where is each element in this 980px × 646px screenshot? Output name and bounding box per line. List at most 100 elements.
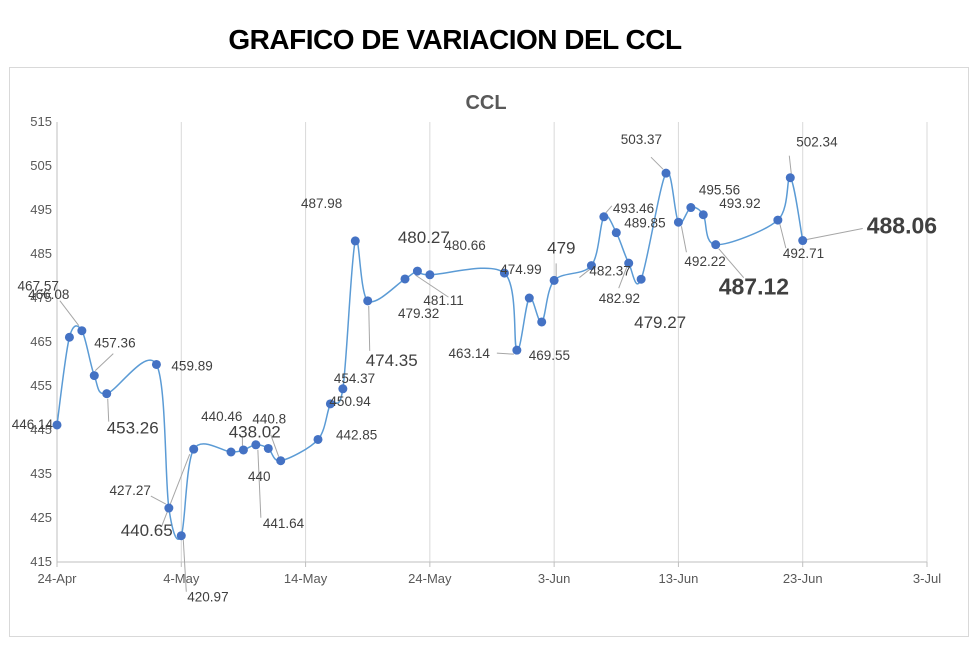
leader-line: [579, 269, 590, 278]
data-label: 492.71: [783, 246, 824, 261]
data-marker: [313, 434, 323, 444]
x-tick-label: 23-Jun: [783, 571, 823, 586]
y-tick-label: 505: [30, 158, 52, 173]
leader-line: [107, 398, 110, 422]
data-label: 463.14: [449, 346, 491, 361]
data-marker: [698, 210, 708, 220]
data-marker: [673, 217, 683, 227]
leader-line: [788, 155, 792, 174]
data-marker: [102, 389, 112, 399]
data-label: 469.55: [529, 348, 570, 363]
x-tick-label: 13-Jun: [659, 571, 699, 586]
data-marker: [624, 258, 634, 268]
page-title: GRAFICO DE VARIACION DEL CCL: [228, 24, 682, 55]
data-marker: [263, 443, 273, 453]
data-label: 479: [547, 238, 575, 257]
leader-line: [150, 495, 167, 505]
data-label: 474.99: [500, 262, 541, 277]
data-marker: [350, 236, 360, 246]
y-tick-label: 495: [30, 202, 52, 217]
data-marker: [785, 173, 795, 183]
data-marker: [636, 274, 646, 284]
leader-line: [270, 434, 280, 457]
data-label: 450.94: [329, 394, 371, 409]
leader-line: [257, 449, 262, 518]
y-tick-label: 445: [30, 422, 52, 437]
data-label: 495.56: [699, 183, 740, 198]
data-label: 492.22: [684, 254, 725, 269]
data-marker: [77, 326, 87, 336]
data-label: 442.85: [336, 427, 377, 442]
leader-line: [161, 453, 191, 527]
data-marker: [798, 236, 808, 246]
leader-line: [496, 352, 514, 355]
data-label: 459.89: [171, 358, 212, 373]
data-label: 487.98: [301, 196, 342, 211]
y-tick-label: 425: [30, 510, 52, 525]
data-label: 440.46: [201, 409, 242, 424]
axes: 415 425 435 445 455 465 475 485 495 505 515 24-Apr 4…: [30, 114, 941, 586]
data-label: 493.92: [719, 196, 760, 211]
data-label: 493.46: [613, 201, 654, 216]
data-label: 482.37: [589, 264, 630, 279]
label-leader-lines: [59, 155, 863, 592]
data-marker: [549, 275, 559, 285]
data-label: 480.66: [444, 238, 485, 253]
data-label: 482.92: [599, 291, 640, 306]
y-tick-label: 435: [30, 466, 52, 481]
data-marker: [276, 456, 286, 466]
leader-line: [779, 223, 787, 249]
data-marker: [661, 168, 671, 178]
data-label: 454.37: [334, 371, 375, 386]
data-label: 440: [248, 469, 271, 484]
leader-line: [806, 228, 863, 241]
data-label: 488.06: [867, 213, 937, 239]
data-marker: [686, 203, 696, 213]
data-marker: [338, 384, 348, 394]
x-tick-label: 4-May: [163, 571, 200, 586]
gridlines: [56, 122, 928, 562]
data-marker: [499, 268, 509, 278]
data-marker: [251, 440, 261, 450]
data-label: 438.02: [229, 423, 281, 442]
data-label: 440.65: [121, 521, 173, 540]
data-marker: [586, 261, 596, 271]
data-label: 487.12: [719, 274, 789, 300]
data-marker: [512, 345, 522, 355]
data-label: 481.11: [423, 293, 463, 308]
data-marker: [189, 444, 199, 454]
leader-line: [368, 305, 371, 351]
x-tick-label: 3-Jul: [913, 571, 941, 586]
leader-line: [182, 539, 187, 592]
leader-line: [415, 274, 449, 298]
data-marker: [164, 503, 174, 513]
leader-line: [718, 248, 745, 278]
data-label: 479.27: [634, 313, 686, 332]
data-markers: [52, 168, 808, 541]
data-marker: [412, 266, 422, 276]
y-tick-label: 485: [30, 246, 52, 261]
data-label: 467.57: [18, 279, 59, 294]
leader-line: [680, 226, 687, 253]
data-marker: [400, 274, 410, 284]
chart-title: CCL: [465, 92, 506, 114]
data-label: 489.85: [624, 216, 665, 231]
data-label: 441.64: [263, 516, 305, 531]
data-marker: [611, 228, 621, 238]
data-label: 474.35: [366, 351, 418, 370]
data-marker: [537, 317, 547, 327]
data-label: 503.37: [621, 132, 662, 147]
data-label: 457.36: [94, 336, 135, 351]
y-tick-label: 475: [30, 290, 52, 305]
data-marker: [176, 531, 186, 541]
data-marker: [325, 399, 335, 409]
data-label: 453.26: [107, 419, 159, 438]
data-label: 479.32: [398, 306, 439, 321]
data-label: 440.8: [252, 411, 286, 426]
data-marker: [151, 359, 161, 369]
data-label: 427.27: [110, 483, 151, 498]
data-label: 502.34: [796, 135, 838, 150]
data-marker: [524, 293, 534, 303]
y-tick-label: 515: [30, 114, 52, 129]
